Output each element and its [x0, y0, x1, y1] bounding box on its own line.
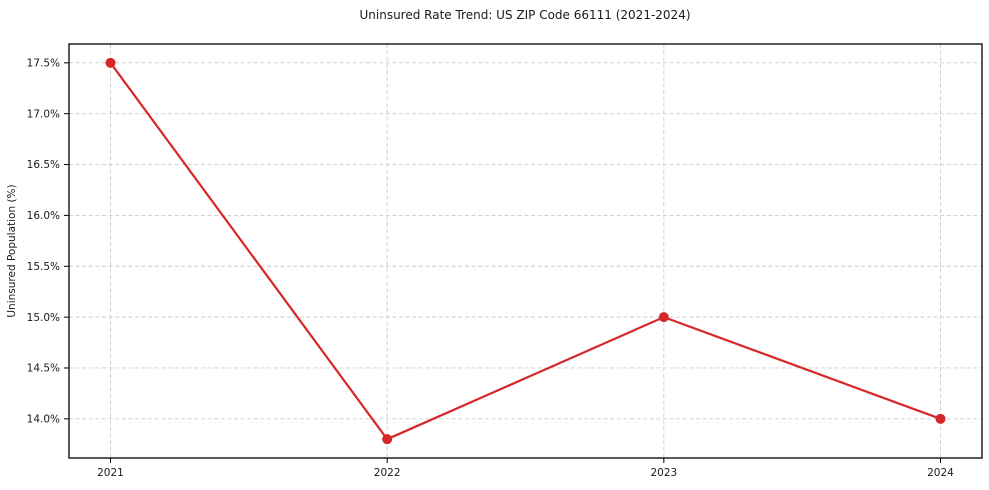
- y-tick-label: 14.5%: [27, 363, 60, 375]
- data-point: [658, 312, 669, 323]
- plot-layer: 14.0% 14.5% 15.0% 15.5% 16.0% 16.5% 17.0% 17.5%…: [27, 43, 983, 479]
- data-point: [935, 413, 946, 424]
- data-point: [105, 57, 116, 68]
- plot-border: [68, 43, 983, 459]
- x-tick-label: 2022: [374, 467, 401, 479]
- y-tick-label: 16.0%: [27, 210, 60, 222]
- x-tick-label: 2023: [650, 467, 677, 479]
- y-axis-label: Uninsured Population (%): [6, 184, 18, 317]
- y-tick-label: 15.5%: [27, 261, 60, 273]
- y-tick-label: 17.5%: [27, 58, 60, 70]
- data-point: [382, 434, 393, 445]
- x-tick-label: 2021: [97, 467, 124, 479]
- x-tick-label: 2024: [927, 467, 954, 479]
- trend-line: [109, 61, 942, 441]
- chart-title: Uninsured Rate Trend: US ZIP Code 66111 …: [359, 8, 690, 22]
- y-tick-label: 15.0%: [27, 312, 60, 324]
- y-tick-label: 17.0%: [27, 108, 60, 120]
- y-tick-label: 14.0%: [27, 414, 60, 426]
- y-tick-label: 16.5%: [27, 159, 60, 171]
